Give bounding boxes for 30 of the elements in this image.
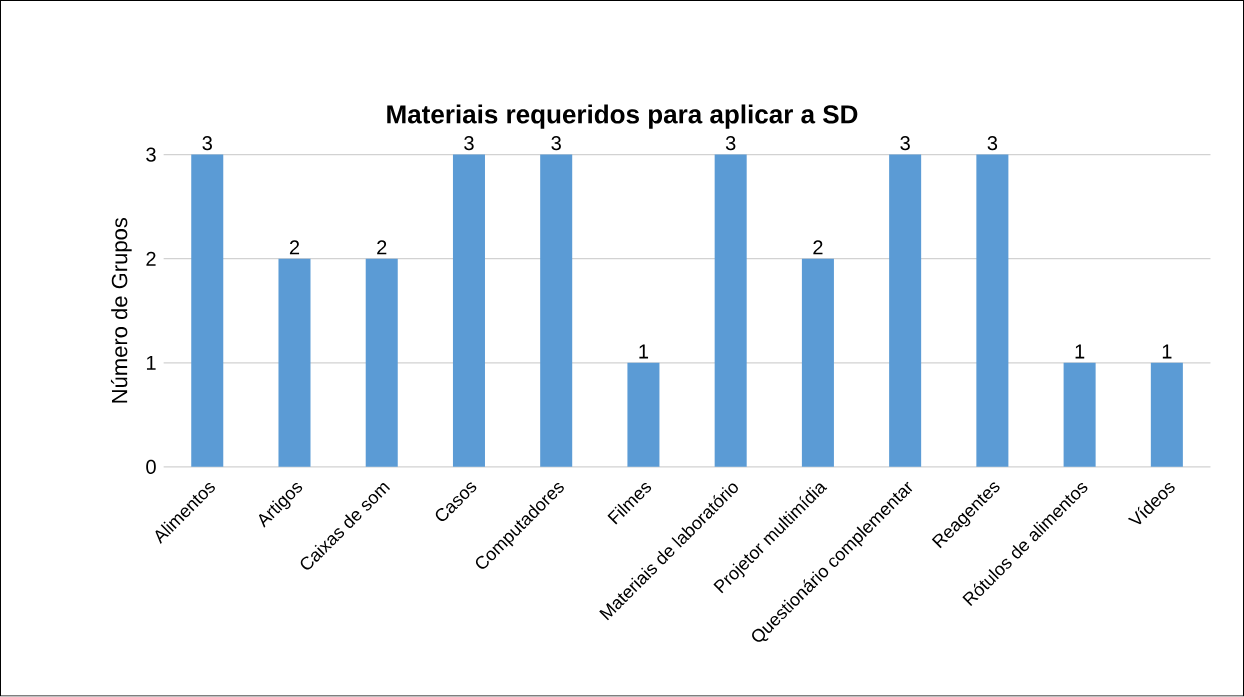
bar xyxy=(1063,363,1096,468)
bar xyxy=(365,258,398,468)
bar xyxy=(801,258,834,468)
data-label: 3 xyxy=(464,136,474,151)
y-tick-label: 2 xyxy=(146,251,156,266)
bar xyxy=(889,154,922,468)
data-label: 3 xyxy=(900,136,910,151)
data-label: 1 xyxy=(1162,344,1172,359)
data-label: 3 xyxy=(551,136,561,151)
bar xyxy=(278,258,311,468)
data-label: 1 xyxy=(639,344,649,359)
data-label: 2 xyxy=(813,240,823,255)
data-label: 3 xyxy=(725,136,736,151)
y-tick-label: 3 xyxy=(146,147,156,162)
bar xyxy=(714,154,747,468)
chart-title: Materiais requeridos para aplicar a SD xyxy=(387,104,858,129)
y-tick-label: 0 xyxy=(146,460,156,475)
bar xyxy=(540,154,573,468)
data-label: 2 xyxy=(289,240,300,255)
data-label: 3 xyxy=(987,136,998,151)
bar xyxy=(1150,363,1183,468)
data-label: 1 xyxy=(1075,344,1085,359)
y-tick-label: 1 xyxy=(146,356,156,370)
bar xyxy=(191,154,224,468)
data-label: 2 xyxy=(377,240,387,255)
y-axis-title: Número de Grupos xyxy=(110,218,132,403)
data-label: 3 xyxy=(202,136,212,151)
bar xyxy=(976,154,1009,468)
bar xyxy=(452,154,485,468)
bar xyxy=(627,363,660,468)
